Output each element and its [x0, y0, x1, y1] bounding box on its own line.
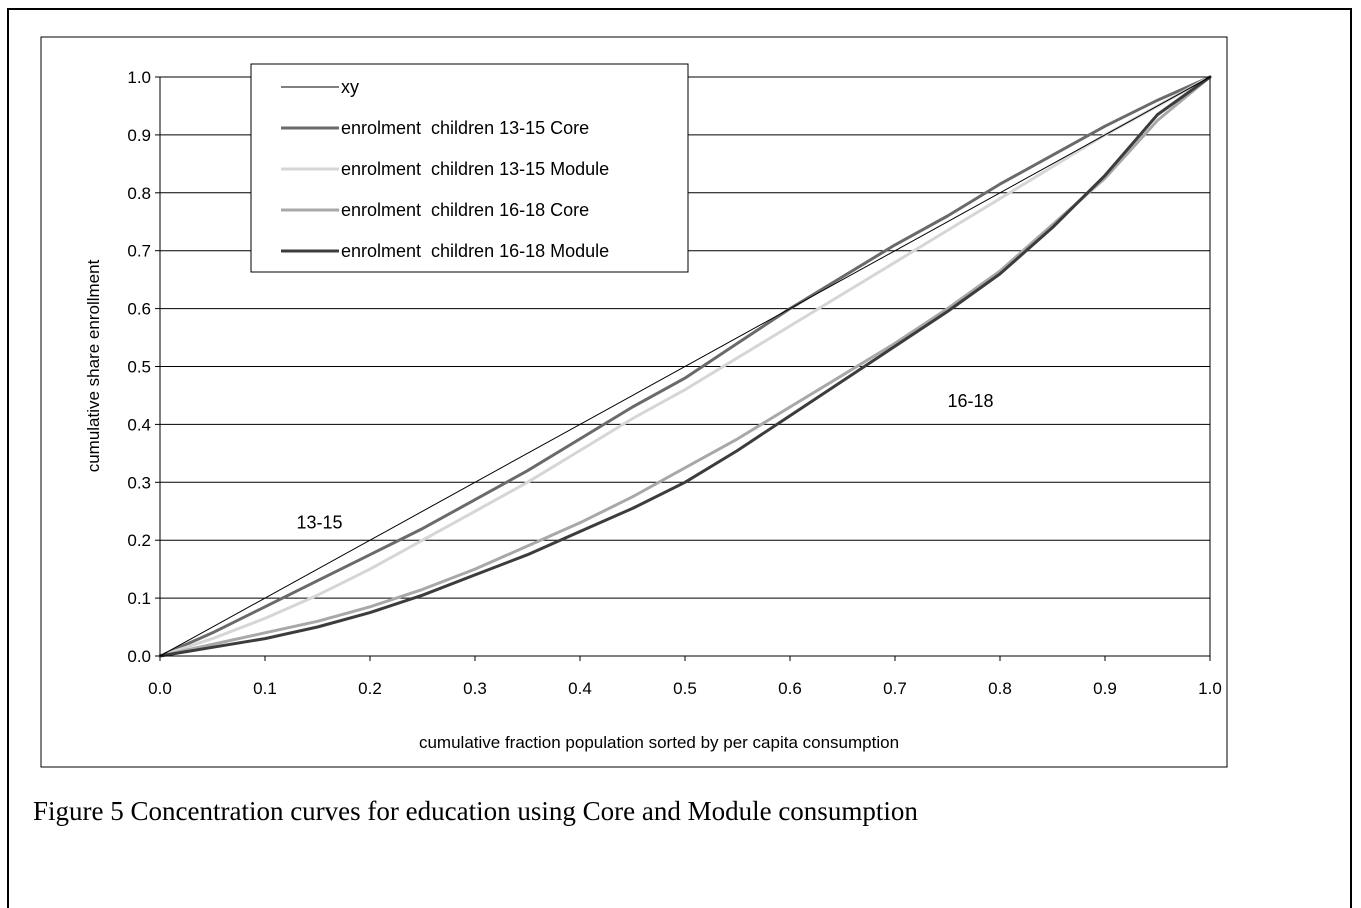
series-line-1	[158, 75, 1212, 658]
y-tick-label: 1.0	[127, 68, 151, 87]
y-tick-label: 0.2	[127, 531, 151, 550]
x-tick-label: 0.2	[358, 679, 382, 698]
y-tick-label: 0.0	[127, 647, 151, 666]
annotation-label: 13-15	[297, 513, 343, 533]
y-tick-label: 0.1	[127, 589, 151, 608]
x-tick-label: 0.9	[1093, 679, 1117, 698]
y-tick-label: 0.5	[127, 358, 151, 377]
y-tick-label: 0.7	[127, 242, 151, 261]
legend-entry-label: enrolment children 16-18 Module	[341, 241, 609, 261]
annotation-label: 16-18	[948, 391, 994, 411]
x-tick-label: 0.5	[673, 679, 697, 698]
concentration-chart: 0.0 0.1 0.2 0.3 0.4 0.5 0.6 0.7 0.8 0.9 1.0 0.0 0.1 0…	[40, 36, 1228, 768]
series-line-2	[158, 75, 1212, 658]
y-tick-label: 0.8	[127, 184, 151, 203]
legend-entry-label: enrolment children 13-15 Module	[341, 159, 609, 179]
tick-labels: 0.0 0.1 0.2 0.3 0.4 0.5 0.6 0.7 0.8 0.9 1.0 0.0 0.1 0…	[127, 68, 1221, 698]
series-line-4	[158, 75, 1212, 658]
figure-caption: Figure 5 Concentration curves for educat…	[33, 796, 918, 826]
y-tick-label: 0.9	[127, 126, 151, 145]
legend-entry-label: enrolment children 13-15 Core	[341, 118, 589, 138]
x-tick-label: 0.7	[883, 679, 907, 698]
x-tick-label: 0.0	[148, 679, 172, 698]
series-line-0	[159, 76, 1211, 657]
x-tick-label: 0.1	[253, 679, 277, 698]
x-tick-label: 0.3	[463, 679, 487, 698]
annotations: 13-15 16-18	[297, 391, 994, 533]
x-axis-title: cumulative fraction population sorted by…	[419, 733, 899, 752]
y-tick-label: 0.3	[127, 473, 151, 492]
y-tick-label: 0.6	[127, 300, 151, 319]
legend: xy enrolment children 13-15 Core enrolment…	[250, 63, 689, 273]
x-tick-label: 0.4	[568, 679, 592, 698]
x-tick-label: 1.0	[1198, 679, 1222, 698]
series-line-3	[158, 75, 1212, 658]
figure-frame	[7, 8, 1352, 908]
y-tick-label: 0.4	[127, 415, 151, 434]
x-tick-label: 0.6	[778, 679, 802, 698]
series-lines	[158, 75, 1212, 658]
legend-entry-label: enrolment children 16-18 Core	[341, 200, 589, 220]
y-axis-title: cumulative share enrollment	[84, 259, 103, 472]
legend-entry-label: xy	[341, 77, 359, 97]
x-tick-label: 0.8	[988, 679, 1012, 698]
